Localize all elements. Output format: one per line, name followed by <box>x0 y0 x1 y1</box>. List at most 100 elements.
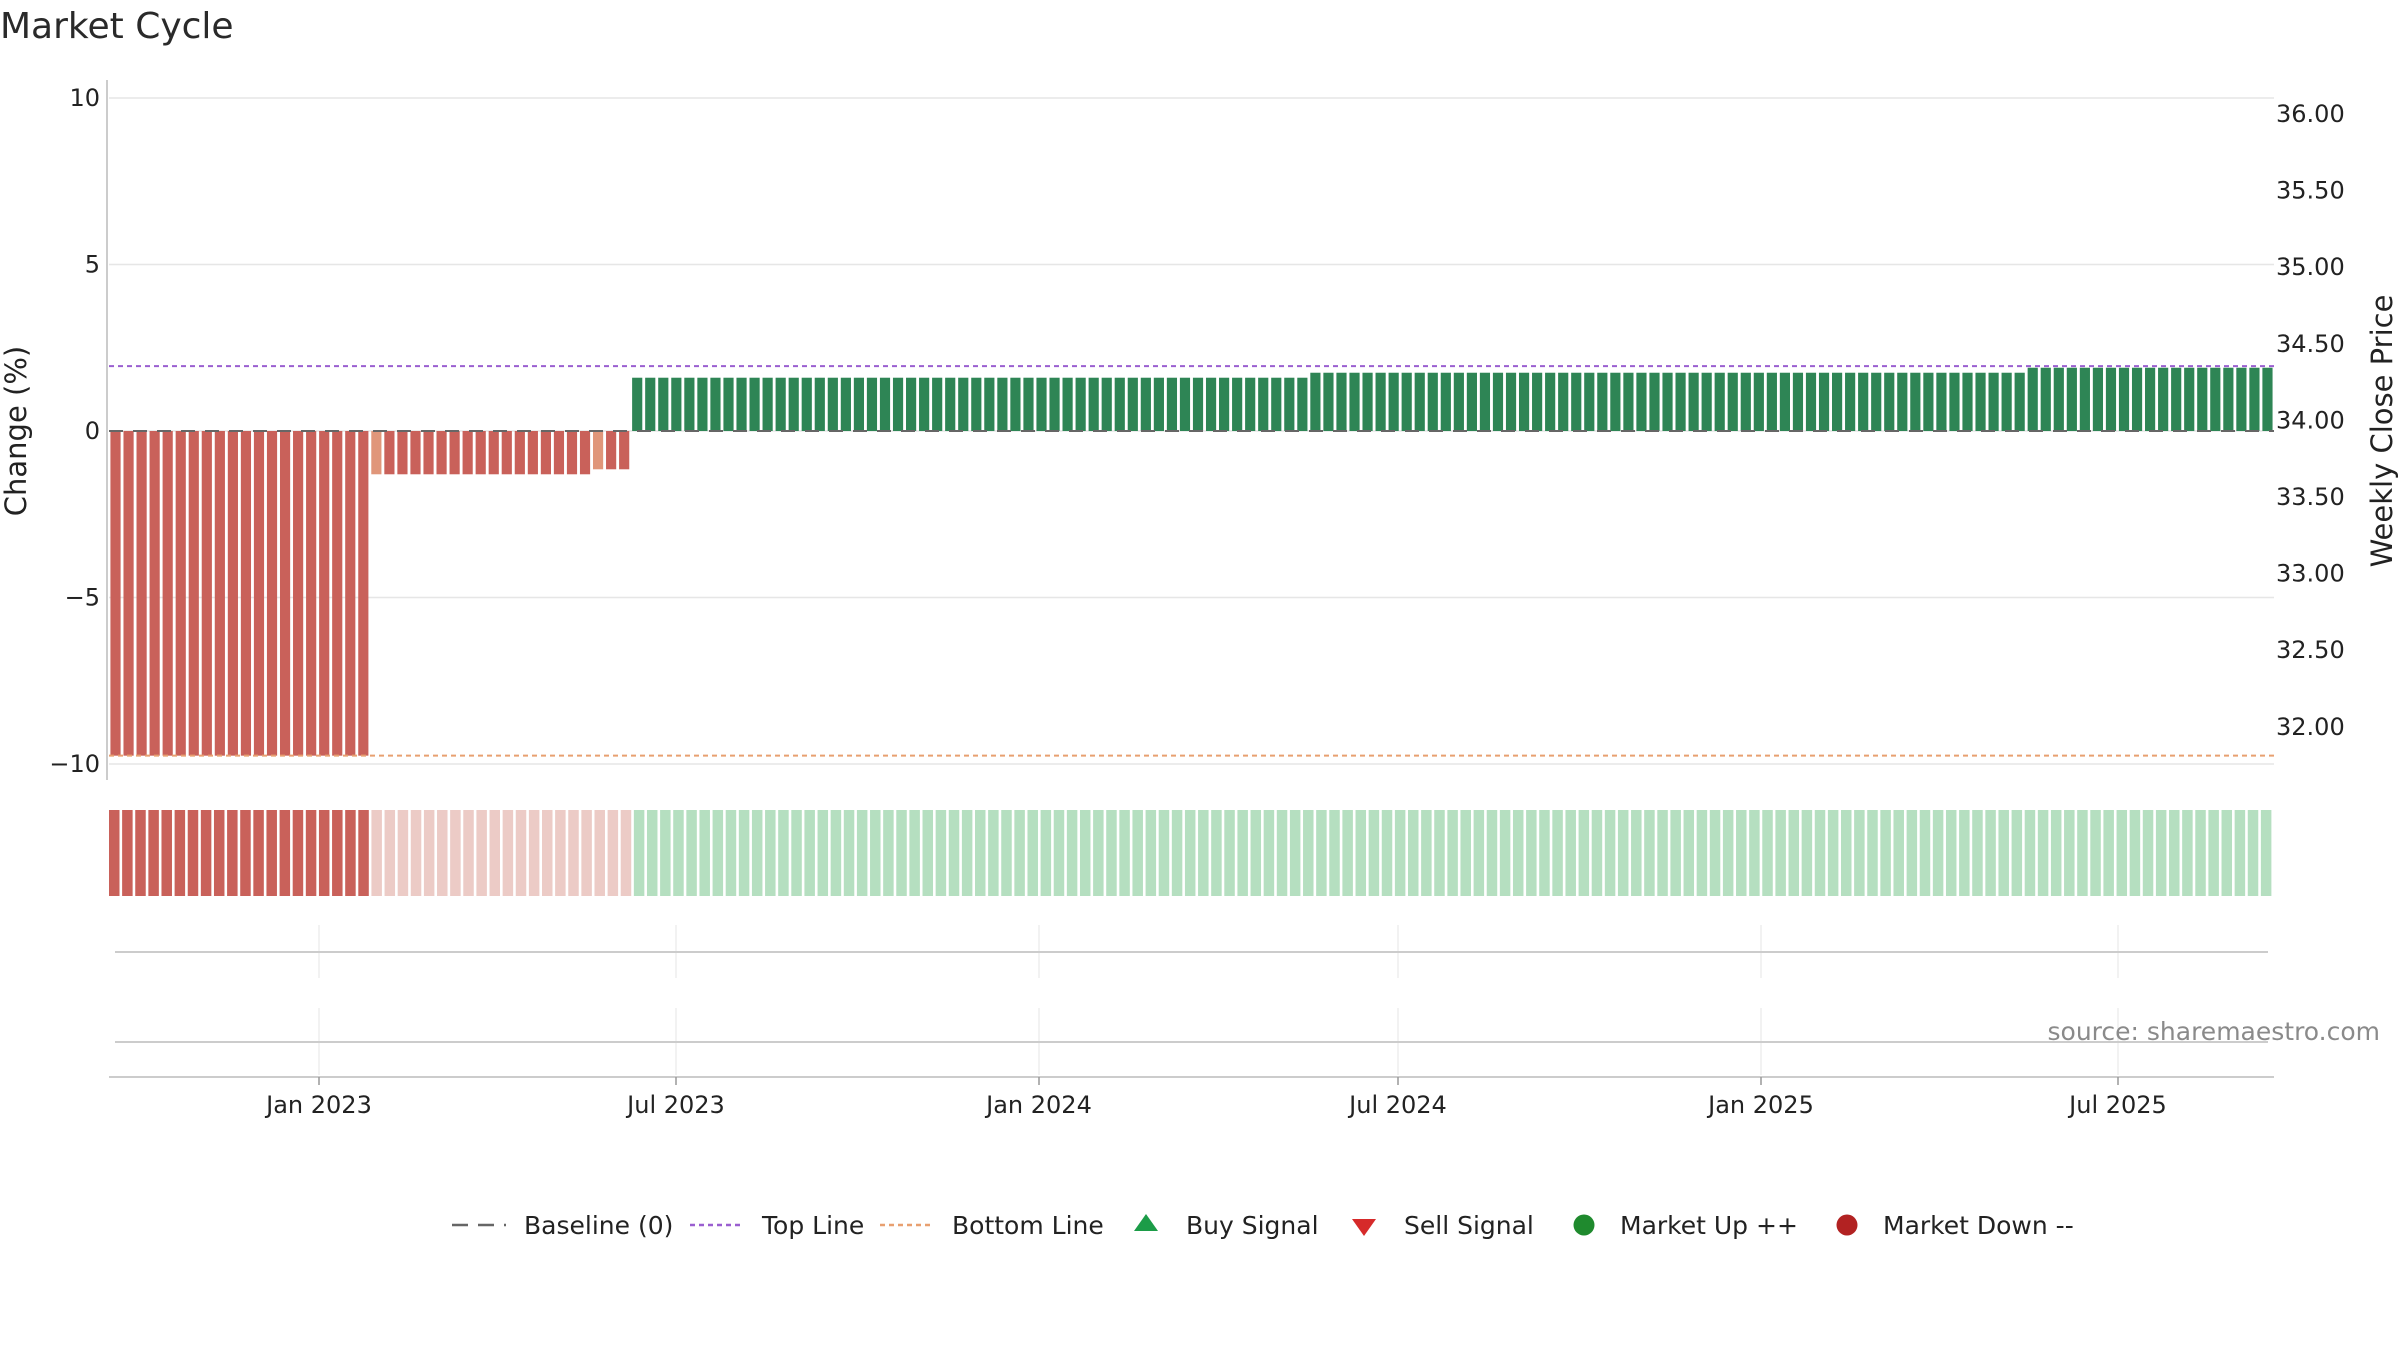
weekly-bar <box>306 431 317 756</box>
weekly-bar <box>579 431 591 475</box>
regime-band-cell <box>1775 810 1786 896</box>
weekly-bar <box>1140 377 1151 431</box>
weekly-bar <box>1088 377 1099 431</box>
weekly-bar <box>971 377 982 431</box>
x-tick-label: Jul 2025 <box>2067 1091 2167 1119</box>
weekly-bar <box>840 377 851 431</box>
weekly-bar <box>2262 367 2273 431</box>
regime-band-cell <box>2064 810 2075 896</box>
regime-band-cell <box>2169 810 2180 896</box>
regime-band-cell <box>686 810 697 896</box>
weekly-bar <box>449 431 460 475</box>
regime-band-cell <box>384 810 396 896</box>
regime-band-cell <box>318 810 330 896</box>
regime-band-cell <box>1906 810 1918 896</box>
regime-band-cell <box>2037 810 2049 896</box>
right-tick-label: 34.50 <box>2276 330 2345 358</box>
weekly-bar <box>1219 377 1230 431</box>
regime-band-cell <box>240 810 251 896</box>
weekly-bar <box>123 431 134 756</box>
regime-band-cell <box>266 810 277 896</box>
regime-band-cell <box>1972 810 1983 896</box>
weekly-bar <box>1701 372 1712 431</box>
regime-band-cell <box>187 810 199 896</box>
weekly-bar <box>2210 367 2221 431</box>
regime-band-cell <box>1355 810 1367 896</box>
regime-band-cell <box>1591 810 1603 896</box>
weekly-bar <box>2118 367 2130 431</box>
weekly-bar <box>1466 372 1477 431</box>
regime-band-cell <box>2182 810 2193 896</box>
weekly-bar <box>488 431 499 475</box>
regime-band-cell <box>1644 810 1655 896</box>
weekly-bar <box>1336 372 1347 431</box>
right-tick-label: 35.00 <box>2276 253 2345 281</box>
legend-label: Baseline (0) <box>524 1211 673 1240</box>
regime-band-cell <box>2142 810 2154 896</box>
regime-band-cell <box>450 810 461 896</box>
regime-band-cell <box>1158 810 1170 896</box>
weekly-bar <box>1492 372 1504 431</box>
weekly-bar <box>566 431 578 475</box>
regime-band-cell <box>174 810 186 896</box>
weekly-bar <box>749 377 760 431</box>
weekly-bar <box>1623 372 1634 431</box>
right-tick-label: 35.50 <box>2276 177 2345 205</box>
regime-band-cell <box>594 810 605 896</box>
regime-band-cell <box>227 810 238 896</box>
regime-band-cell <box>1171 810 1183 896</box>
y-axis-left-title: Change (%) <box>0 346 33 516</box>
regime-band-cell <box>751 810 763 896</box>
regime-band-cell <box>1709 810 1721 896</box>
regime-band-cell <box>437 810 448 896</box>
regime-band-cell <box>135 810 146 896</box>
regime-band-cell <box>476 810 487 896</box>
x-tick-label: Jan 2025 <box>1706 1091 1814 1119</box>
weekly-bar <box>1414 372 1425 431</box>
regime-band-cell <box>292 810 304 896</box>
legend-label: Buy Signal <box>1186 1211 1319 1240</box>
weekly-bar <box>1753 372 1764 431</box>
weekly-bar <box>332 431 343 756</box>
legend-dot-icon <box>1836 1214 1858 1236</box>
legend-label: Top Line <box>761 1211 864 1240</box>
regime-band-cell <box>1932 810 1944 896</box>
weekly-bar <box>997 377 1008 431</box>
weekly-bar <box>1127 377 1138 431</box>
weekly-bar <box>2027 367 2038 431</box>
weekly-bar <box>1205 377 1217 431</box>
regime-band-cell <box>1998 810 2009 896</box>
weekly-bar <box>1427 372 1438 431</box>
regime-band-cell <box>1250 810 1262 896</box>
regime-band-cell <box>1945 810 1957 896</box>
right-tick-label: 32.00 <box>2276 713 2345 741</box>
regime-band-cell <box>2050 810 2062 896</box>
weekly-bar <box>1101 377 1112 431</box>
weekly-bar <box>697 377 708 431</box>
regime-band-cell <box>738 810 750 896</box>
weekly-bar <box>2092 367 2104 431</box>
weekly-bar <box>162 431 173 756</box>
regime-band-cell <box>975 810 986 896</box>
regime-band-cell <box>1132 810 1143 896</box>
weekly-bar <box>958 377 969 431</box>
weekly-bar <box>2001 372 2012 431</box>
regime-band-cell <box>1434 810 1445 896</box>
regime-band-cell <box>1736 810 1747 896</box>
weekly-bar <box>279 431 291 756</box>
weekly-bar <box>1740 372 1751 431</box>
regime-band-cell <box>1014 810 1025 896</box>
regime-band-cell <box>1512 810 1524 896</box>
weekly-bar <box>410 431 421 475</box>
regime-band-cell <box>804 810 815 896</box>
regime-band-cell <box>909 810 920 896</box>
regime-band-cell <box>2208 810 2219 896</box>
regime-band-cell <box>1079 810 1091 896</box>
weekly-bar <box>1897 372 1908 431</box>
regime-band-cell <box>935 810 947 896</box>
regime-band-cell <box>1263 810 1275 896</box>
regime-band-cell <box>2090 810 2101 896</box>
regime-band-cell <box>856 810 868 896</box>
source-note: source: sharemaestro.com <box>2048 1017 2381 1046</box>
weekly-bar <box>1375 372 1386 431</box>
